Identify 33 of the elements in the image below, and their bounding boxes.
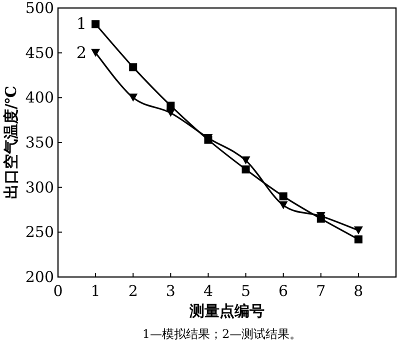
text: 1—模拟结果；2—测试结果。 xyxy=(142,327,302,341)
point xyxy=(354,226,363,234)
y-tick-label: 200 xyxy=(25,268,54,286)
point xyxy=(166,102,175,110)
point xyxy=(241,156,250,164)
x-tick-label: 7 xyxy=(316,282,326,300)
y-axis-title: 出口空气温度/℃ xyxy=(2,86,20,200)
point xyxy=(129,63,138,72)
point xyxy=(279,192,288,200)
x-tick-label: 8 xyxy=(354,282,364,300)
point xyxy=(242,165,250,174)
x-tick-label: 4 xyxy=(203,282,213,300)
point xyxy=(91,48,100,57)
series-label: 1 xyxy=(76,14,87,34)
y-tick-label: 250 xyxy=(25,223,54,242)
point xyxy=(128,94,138,102)
y-tick-label: 300 xyxy=(25,178,54,196)
x-tick-label: 1 xyxy=(90,282,100,300)
x-tick-label: 3 xyxy=(166,282,176,300)
x-tick-label: 2 xyxy=(128,282,138,300)
series-label: 2 xyxy=(76,42,87,62)
y-tick-label: 400 xyxy=(25,88,54,107)
y-tick-label: 500 xyxy=(25,0,54,17)
point xyxy=(166,108,176,117)
y-tick-label: 350 xyxy=(25,134,54,152)
x-tick-label: 5 xyxy=(241,282,251,300)
point xyxy=(354,235,362,244)
x-tick-label: 6 xyxy=(278,282,288,300)
x-tick-label: 0 xyxy=(53,282,63,300)
x-axis-title: 测量点编号 xyxy=(188,302,264,320)
y-tick-label: 450 xyxy=(25,44,54,62)
point xyxy=(278,201,288,210)
point xyxy=(92,20,100,28)
